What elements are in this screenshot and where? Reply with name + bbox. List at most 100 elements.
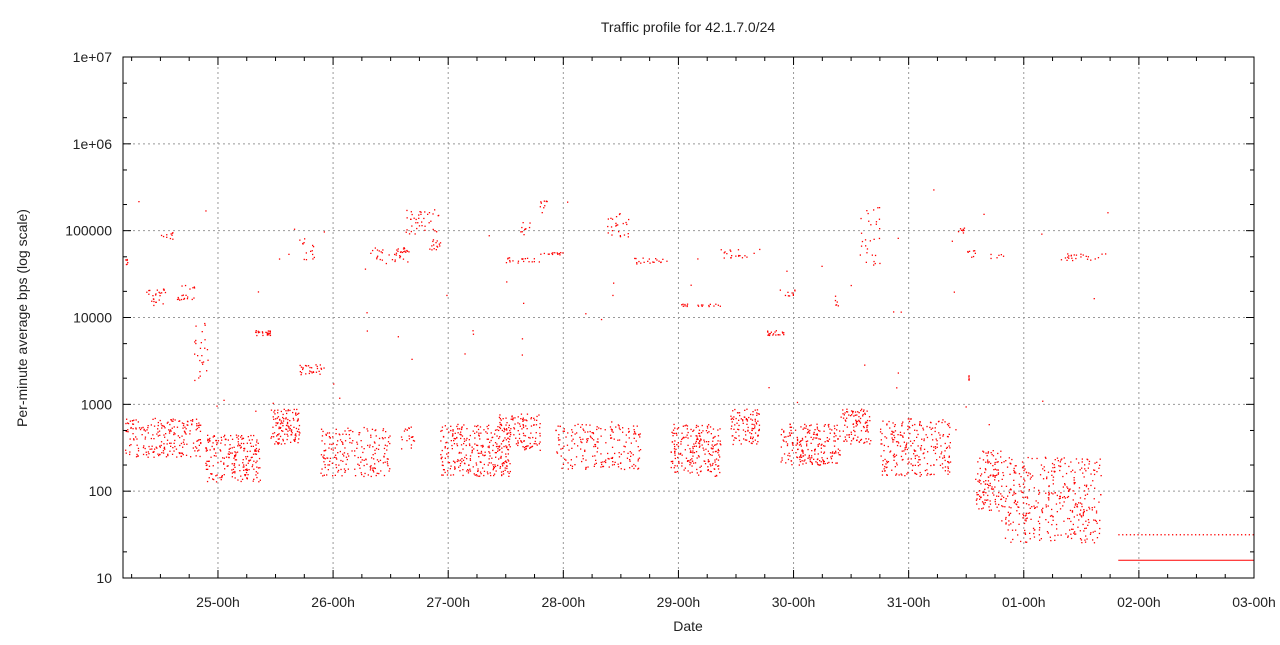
data-point	[444, 457, 446, 459]
data-point	[696, 435, 698, 437]
data-point	[801, 437, 804, 440]
data-point	[745, 418, 747, 421]
data-point	[580, 438, 582, 441]
data-point	[696, 468, 698, 471]
data-point	[506, 467, 508, 470]
data-point	[692, 455, 694, 457]
data-point	[278, 438, 280, 440]
data-point	[712, 437, 714, 439]
data-point	[933, 446, 935, 448]
data-point	[903, 441, 905, 443]
data-point	[892, 441, 894, 443]
data-point	[892, 431, 894, 433]
data-point	[967, 250, 969, 253]
data-point	[524, 258, 526, 260]
data-point	[1075, 254, 1078, 256]
data-point	[153, 450, 155, 453]
data-point	[241, 478, 244, 480]
data-point	[613, 463, 615, 466]
data-point	[968, 250, 971, 252]
data-point	[546, 200, 548, 203]
data-point	[529, 447, 531, 449]
data-point	[780, 461, 782, 463]
data-point	[585, 468, 587, 470]
data-point	[709, 463, 711, 465]
data-point	[920, 424, 922, 427]
data-point	[829, 432, 831, 434]
data-point	[912, 442, 914, 444]
data-point	[356, 443, 359, 445]
data-point	[326, 432, 329, 434]
data-point	[1191, 534, 1193, 536]
data-point	[844, 424, 846, 426]
data-point	[783, 440, 785, 442]
data-point	[1072, 523, 1074, 526]
data-point	[1087, 467, 1089, 469]
data-point	[213, 435, 216, 437]
data-point	[997, 461, 999, 463]
data-point	[276, 422, 279, 425]
data-point	[375, 447, 378, 450]
data-point	[136, 438, 138, 440]
data-point	[820, 447, 822, 449]
data-point	[880, 439, 882, 441]
data-point	[750, 436, 752, 438]
data-point	[816, 433, 818, 435]
data-point	[153, 304, 155, 307]
data-point	[692, 446, 694, 448]
data-point	[919, 447, 922, 449]
data-point	[632, 454, 634, 456]
data-point	[488, 451, 490, 453]
data-point	[503, 439, 505, 441]
data-point	[495, 456, 497, 458]
data-point	[297, 418, 299, 420]
data-point	[901, 450, 903, 452]
data-point	[687, 470, 689, 472]
data-point	[524, 228, 527, 230]
data-point	[125, 452, 127, 454]
data-point	[389, 468, 391, 470]
data-point	[893, 431, 895, 433]
data-point	[942, 419, 944, 421]
data-point	[878, 207, 881, 209]
data-point	[1013, 484, 1015, 486]
data-point	[909, 432, 911, 435]
data-point	[195, 429, 197, 431]
data-point	[682, 437, 684, 439]
data-point	[881, 470, 884, 472]
data-point	[845, 420, 847, 422]
data-point	[308, 372, 310, 375]
data-point	[295, 413, 297, 415]
data-point	[655, 258, 657, 260]
data-point	[781, 457, 783, 459]
data-point	[1051, 514, 1053, 517]
data-point	[754, 425, 756, 427]
data-point	[1008, 513, 1011, 515]
data-point	[622, 427, 624, 429]
data-point	[1152, 534, 1155, 536]
data-point	[1008, 520, 1010, 522]
data-point	[297, 413, 299, 415]
data-point	[1018, 473, 1021, 475]
data-point	[844, 419, 846, 421]
data-point	[573, 443, 576, 445]
data-point	[213, 435, 215, 437]
data-point	[164, 291, 167, 294]
data-point	[531, 446, 533, 448]
x-tick-label: 02-00h	[1117, 594, 1161, 610]
data-point	[836, 462, 838, 464]
data-point	[331, 462, 333, 464]
data-point	[231, 447, 233, 449]
data-point	[678, 460, 680, 463]
data-point	[1008, 492, 1011, 494]
data-point	[634, 465, 637, 467]
data-point	[625, 441, 627, 443]
data-point	[312, 246, 315, 248]
data-point	[258, 481, 260, 483]
data-point	[1175, 534, 1178, 536]
data-point	[156, 289, 158, 291]
data-point	[1043, 469, 1046, 472]
data-point	[785, 436, 787, 438]
data-point	[163, 443, 165, 445]
data-point	[180, 298, 183, 301]
